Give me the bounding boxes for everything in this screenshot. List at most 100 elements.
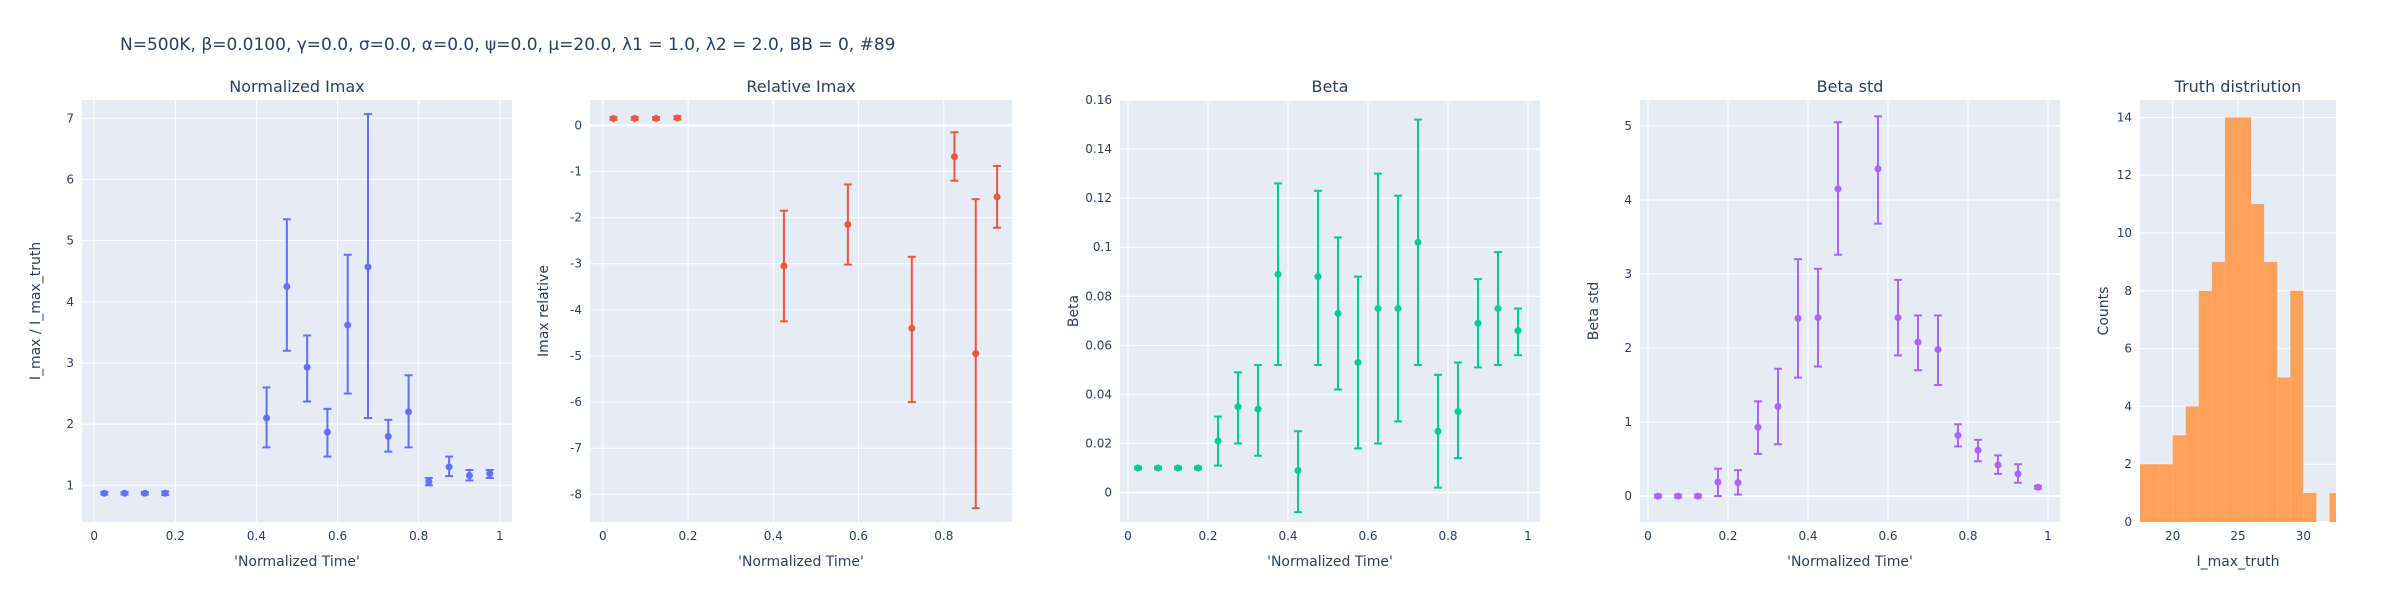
data-point (405, 408, 413, 416)
x-tick-label: 20 (2165, 529, 2180, 543)
y-tick-label: 5 (1624, 119, 1632, 133)
data-point (1874, 165, 1882, 173)
data-point (303, 363, 311, 371)
y-tick-label: 2 (66, 417, 74, 431)
y-tick-label: -2 (570, 211, 582, 225)
data-point (1754, 423, 1762, 431)
data-point (950, 153, 958, 161)
data-point (283, 283, 291, 291)
plot-area (82, 100, 512, 522)
data-point (1334, 309, 1342, 317)
y-axis-title: Beta std (1586, 282, 1602, 340)
histogram-bar (2251, 204, 2265, 522)
histogram-bar (2290, 290, 2304, 522)
y-tick-label: 2 (2124, 457, 2132, 471)
data-point (1234, 403, 1242, 411)
data-point (609, 114, 617, 122)
y-tick-label: -7 (570, 441, 582, 455)
data-point (445, 463, 453, 471)
data-point (486, 470, 494, 478)
plot-area (1640, 100, 2060, 522)
y-tick-label: 0.14 (1085, 142, 1112, 156)
plot-area (1120, 100, 1540, 522)
data-point (161, 489, 169, 497)
x-tick-label: 0.4 (764, 529, 783, 543)
y-axis-title: Imax relative (536, 265, 552, 357)
x-tick-label: 0.8 (934, 529, 953, 543)
x-tick-label: 0.4 (1278, 529, 1297, 543)
y-axis-title: I_max / I_max_truth (28, 242, 44, 380)
x-tick-label: 0.8 (1438, 529, 1457, 543)
x-tick-label: 0.6 (849, 529, 868, 543)
x-tick-label: 0.6 (328, 529, 347, 543)
x-tick-label: 0 (90, 529, 98, 543)
data-point (1294, 466, 1302, 474)
data-point (1994, 461, 2002, 469)
y-tick-label: 4 (1624, 193, 1632, 207)
data-point (1834, 185, 1842, 193)
y-tick-label: 6 (2124, 342, 2132, 356)
y-tick-label: 1 (1624, 415, 1632, 429)
x-tick-label: 1 (1524, 529, 1532, 543)
panel-title: Beta std (1817, 77, 1884, 96)
data-point (652, 114, 660, 122)
data-point (1674, 492, 1682, 500)
data-point (1374, 305, 1382, 313)
data-point (1934, 345, 1942, 353)
x-axis-title: 'Normalized Time' (1787, 554, 1913, 570)
x-tick-label: 0.2 (678, 529, 697, 543)
chart-panel-4: 0 0.2 0.4 0.6 0.8 1 0 1 2 3 4 5 Beta std 'Normalized … (1586, 77, 2060, 570)
x-axis-title: I_max_truth (2196, 554, 2279, 570)
chart-panel-5: 20 25 30 0 2 4 6 8 10 12 14 Truth distriution I_max_… (2096, 77, 2336, 570)
panel-title: Beta (1312, 77, 1349, 96)
y-tick-label: -3 (570, 257, 582, 271)
x-axis-title: 'Normalized Time' (234, 554, 360, 570)
figure-title: N=500K, β=0.0100, γ=0.0, σ=0.0, α=0.0, ψ… (120, 35, 896, 55)
y-tick-label: -5 (570, 349, 582, 363)
x-tick-label: 0 (1644, 529, 1652, 543)
histogram-bar (2303, 493, 2317, 522)
data-point (1914, 338, 1922, 346)
y-tick-label: 0 (2124, 515, 2132, 529)
data-point (1694, 492, 1702, 500)
y-tick-label: -4 (570, 303, 582, 317)
panel-title: Relative Imax (746, 77, 855, 96)
data-point (263, 414, 271, 422)
data-point (1154, 464, 1162, 472)
y-tick-label: 0 (1624, 489, 1632, 503)
chart-panel-1: 0 0.2 0.4 0.6 0.8 1 1 2 3 4 5 6 7 Normalized Imax 'Nor… (28, 77, 512, 570)
y-tick-label: 3 (66, 356, 74, 370)
data-point (2034, 483, 2042, 491)
data-point (1954, 431, 1962, 439)
histogram-bar (2198, 290, 2212, 522)
data-point (1454, 408, 1462, 416)
x-tick-label: 1 (496, 529, 504, 543)
y-tick-label: 4 (66, 295, 74, 309)
data-point (1734, 479, 1742, 487)
y-tick-label: 0 (1104, 486, 1112, 500)
data-point (1894, 314, 1902, 322)
data-point (1174, 464, 1182, 472)
data-point (1434, 427, 1442, 435)
data-point (1794, 314, 1802, 322)
data-point (121, 489, 129, 497)
x-axis-title: 'Normalized Time' (738, 554, 864, 570)
data-point (908, 324, 916, 332)
panel-title: Truth distriution (2174, 77, 2302, 96)
histogram-bar (2264, 261, 2278, 522)
data-point (384, 432, 392, 440)
histogram-bar (2159, 464, 2173, 522)
data-point (1654, 492, 1662, 500)
plot-area (590, 100, 1012, 522)
y-tick-label: 7 (66, 111, 74, 125)
data-point (1514, 327, 1522, 335)
y-tick-label: 0.1 (1093, 240, 1112, 254)
y-tick-label: 12 (2117, 168, 2132, 182)
x-tick-label: 0.2 (1718, 529, 1737, 543)
y-tick-label: 0 (574, 118, 582, 132)
data-point (465, 472, 473, 480)
data-point (1974, 446, 1982, 454)
data-point (1254, 405, 1262, 413)
data-point (2014, 470, 2022, 478)
